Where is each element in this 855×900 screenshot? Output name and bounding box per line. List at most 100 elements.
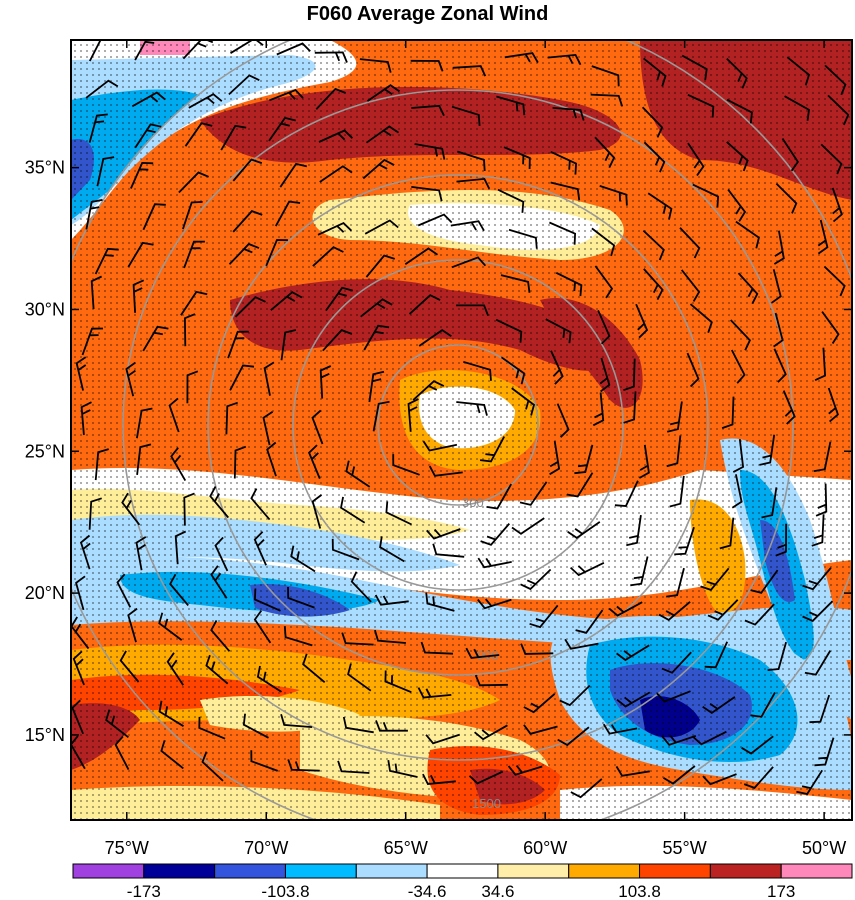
wind-barb [811,514,825,547]
wind-barb [591,227,616,257]
wind-barb [72,650,85,686]
wind-barb [802,600,834,622]
wind-barb [661,651,692,674]
wind-barb [325,286,354,312]
wind-barb [411,186,443,202]
wind-barb [451,256,487,269]
wind-barb [88,497,102,530]
latitude-axis: 35°N 30°N 25°N 20°N 15°N [25,158,852,745]
wind-barb [158,700,184,727]
lat-tick-label: 25°N [25,441,65,461]
wind-barb [626,514,642,547]
wind-barb [786,56,811,86]
wind-barb [279,162,308,188]
wind-barb [744,603,775,626]
lat-tick-label: 30°N [25,299,65,319]
wind-barb [503,146,531,170]
wind-barb [201,751,224,782]
wind-barb [575,609,604,634]
wind-barb [125,361,136,397]
wind-barb [666,435,682,468]
wind-barb [547,53,582,66]
wind-barb [827,94,850,126]
wind-barb [379,536,405,563]
wind-barb [813,441,832,472]
wind-barb [486,483,512,510]
wind-barb [456,401,488,416]
wind-barb [815,483,828,517]
wind-barb [643,268,664,301]
wind-barb [761,487,778,519]
wind-barb [412,380,445,401]
wind-barb [232,158,263,182]
wind-barb [198,716,226,740]
wind-barb [287,586,315,609]
wind-barb [692,183,720,208]
colorbar-swatch [780,863,853,879]
wind-barb [372,400,390,432]
wind-barb [253,610,272,644]
wind-barb [131,91,166,108]
wind-barb [545,318,572,344]
wind-barb [339,496,366,524]
wind-barb [214,536,229,572]
wind-barb [550,150,578,175]
wind-barb [75,356,87,391]
wind-barb [225,401,238,435]
colorbar: -173 -103.8 -34.6 34.6 103.8 173 [72,863,853,900]
wind-barb [85,199,103,230]
wind-barb [364,219,399,235]
wind-barb [119,650,140,683]
colorbar-label: -103.8 [261,882,309,900]
colorbar-swatch [355,863,428,879]
wind-barb [666,401,683,433]
wind-barb [168,397,180,433]
wind-barb [374,594,409,606]
wind-barb [205,654,229,685]
wind-barb [465,647,500,659]
wind-barb [726,141,749,172]
wind-barb [827,387,839,423]
wind-barb [174,530,187,565]
wind-barb [417,687,452,699]
wind-barb [594,136,616,168]
wind-barb [127,241,154,268]
wind-barb [680,269,701,302]
wind-barb [410,59,444,72]
wind-barb [345,460,371,488]
wind-barb [643,57,667,87]
wind-barb [599,357,611,393]
wind-barb [116,573,132,608]
lat-tick-label: 35°N [25,158,65,178]
wind-barb [94,448,109,481]
wind-barb [574,444,594,475]
wind-barb [250,488,271,521]
wind-barb [262,410,274,446]
wind-barb [702,696,736,714]
wind-barb [311,494,323,529]
wind-barb [417,213,453,227]
wind-barb [468,770,504,785]
wind-barb [234,296,266,318]
wind-barb [623,391,637,424]
wind-barb [602,723,638,735]
wind-barb [456,304,489,317]
wind-barb [85,79,119,99]
wind-barb [735,220,760,249]
wind-barb [511,387,536,416]
wind-barb [773,230,785,265]
wind-barb [608,601,643,617]
wind-barb [426,528,461,540]
wind-barb [480,523,510,546]
wind-barb [519,481,548,506]
wind-barb [599,185,628,206]
wind-barb [597,309,611,345]
wind-barb [809,694,831,724]
wind-barb [269,88,304,102]
wind-barb [479,436,505,463]
wind-barb [457,150,486,171]
wind-barb [730,349,746,384]
wind-barb [422,440,458,452]
wind-barb [80,401,92,436]
wind-barb [183,492,195,526]
